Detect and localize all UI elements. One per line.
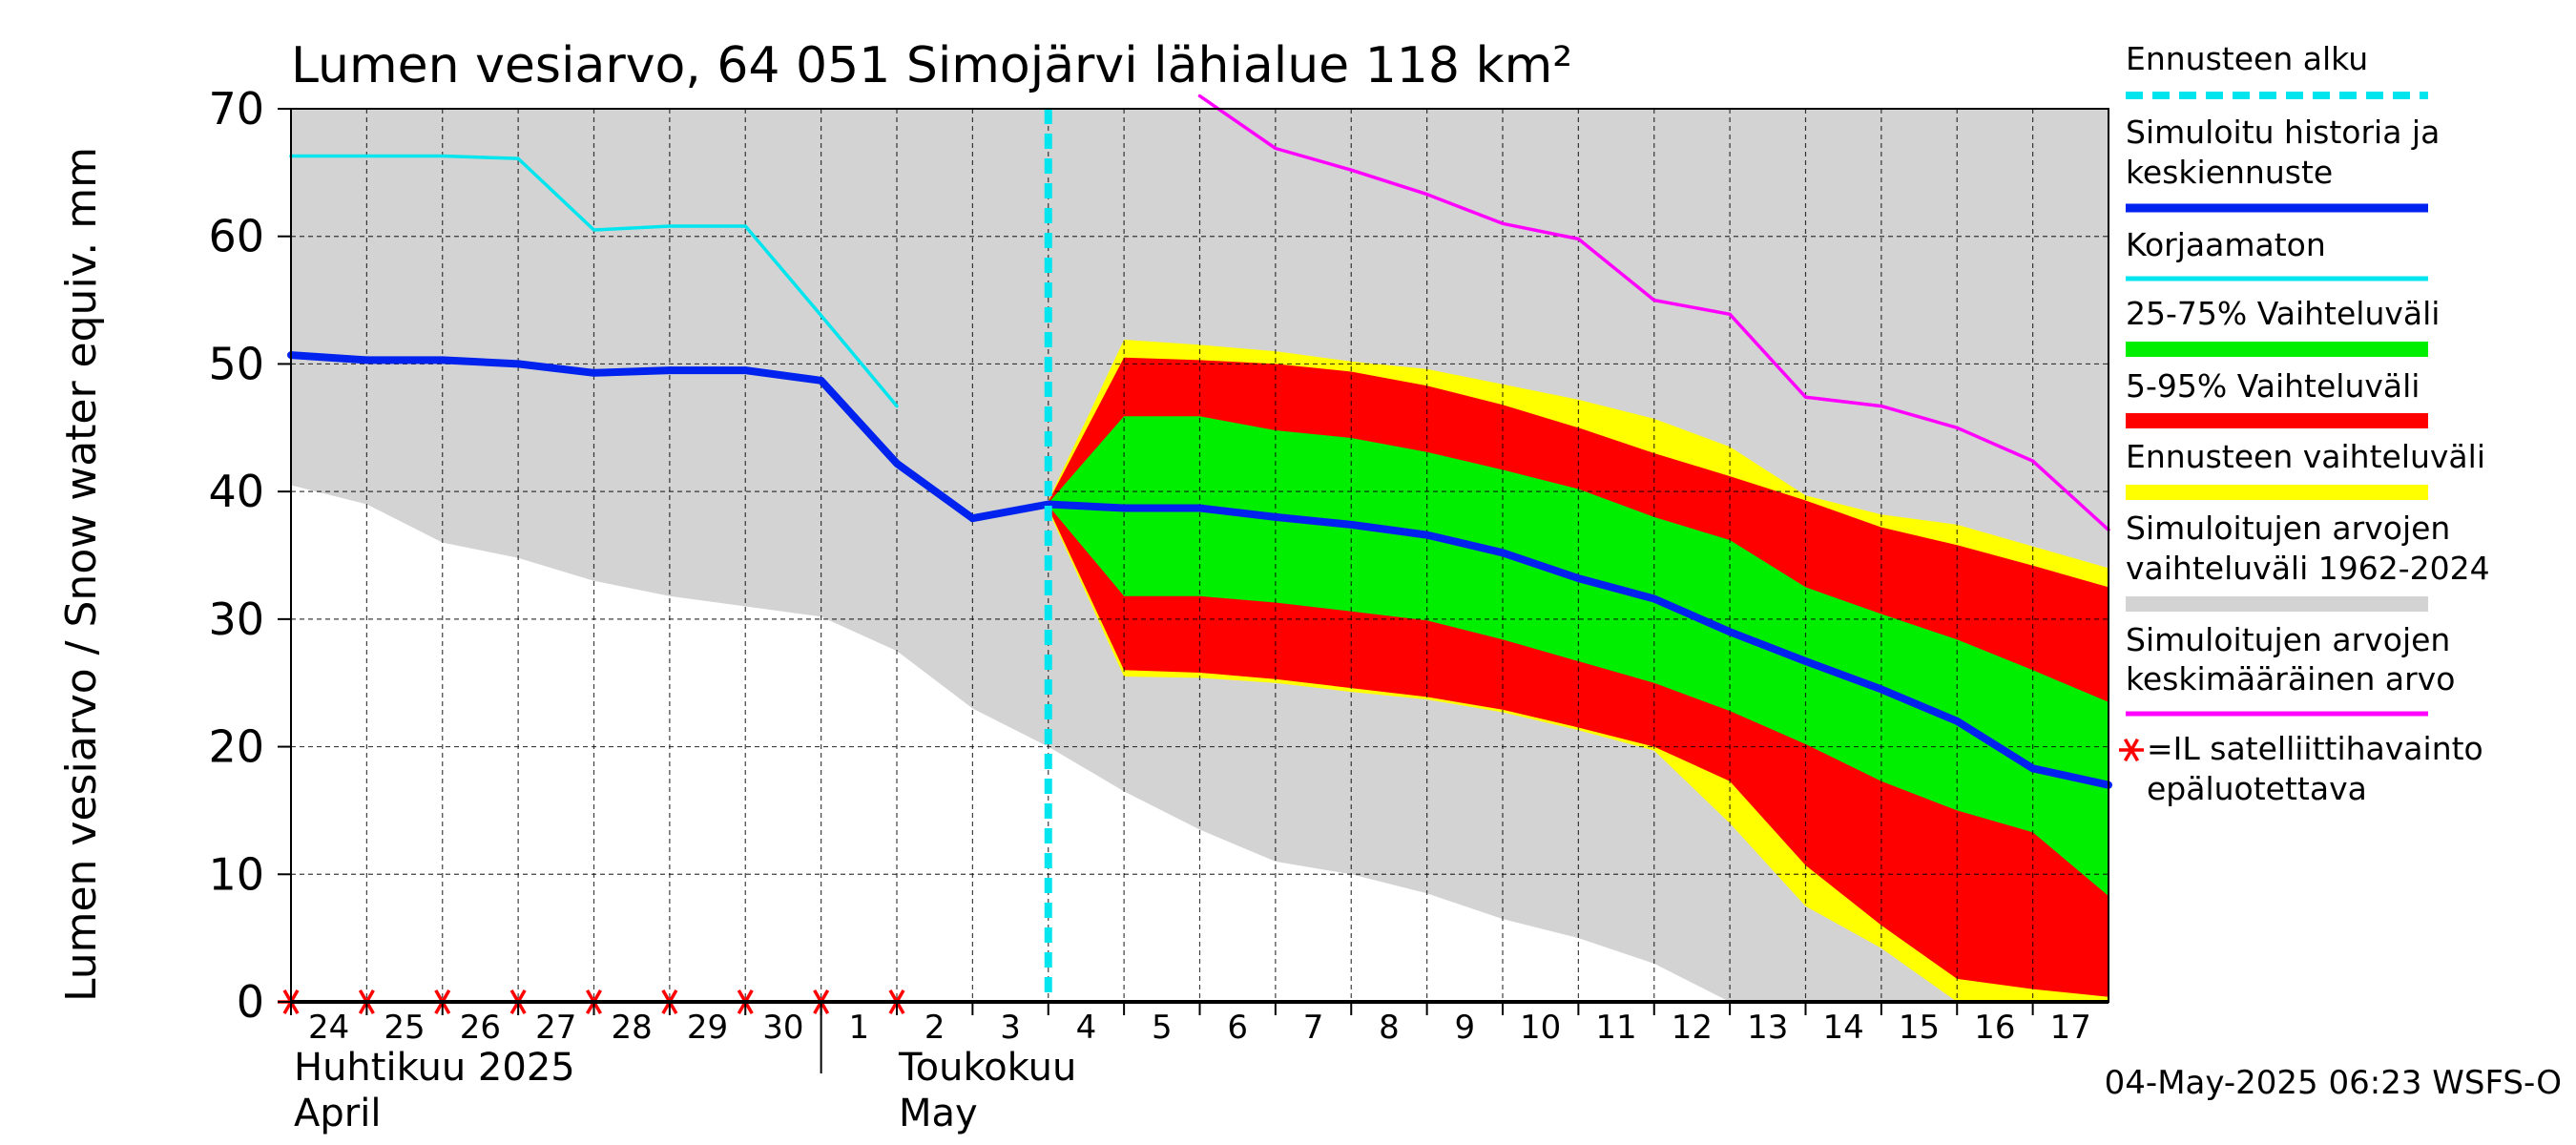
legend-label: Ennusteen alku	[2126, 40, 2368, 77]
x-tick-label: 8	[1379, 1009, 1400, 1047]
x-tick-label: 26	[460, 1009, 501, 1047]
legend-label: Simuloitu historia ja	[2126, 114, 2440, 151]
legend-item-forecast-start: Ennusteen alku	[2126, 40, 2428, 99]
x-tick-label: 2	[924, 1009, 945, 1047]
x-tick-label: 28	[612, 1009, 653, 1047]
x-tick-label: 12	[1672, 1009, 1713, 1047]
x-tick-label: 24	[308, 1009, 349, 1047]
x-tick-label: 14	[1823, 1009, 1864, 1047]
x-tick-label: 13	[1747, 1009, 1788, 1047]
month-label-en: May	[899, 1092, 978, 1135]
x-tick-label: 30	[762, 1009, 803, 1047]
line-simuloitujen-arvojen-keskim-r-inen-arvo	[1197, 94, 2110, 532]
legend-item-p25-75: 25-75% Vaihteluväli	[2126, 295, 2440, 357]
legend-label: Simuloitujen arvojen	[2126, 510, 2450, 547]
plot-area	[278, 94, 2112, 1014]
legend-label: Korjaamaton	[2126, 226, 2326, 263]
legend-label: 25-75% Vaihteluväli	[2126, 295, 2440, 332]
month-label-fi: Huhtikuu 2025	[294, 1046, 575, 1090]
legend-item-fc-range: Ennusteen vaihteluväli	[2126, 438, 2485, 500]
y-axis-label: Lumen vesiarvo / Snow water equiv. mm	[57, 147, 106, 1002]
legend-label: Ennusteen vaihteluväli	[2126, 438, 2485, 475]
footer-timestamp: 04-May-2025 06:23 WSFS-O	[2105, 1064, 2562, 1102]
legend-label: epäluotettava	[2147, 770, 2367, 807]
legend-swatch-star	[2123, 738, 2140, 762]
y-tick-label: 40	[208, 466, 264, 517]
x-tick-label: 1	[848, 1009, 869, 1047]
x-tick-label: 4	[1076, 1009, 1097, 1047]
legend-label: vaihteluväli 1962-2024	[2126, 550, 2490, 587]
y-tick-label: 10	[208, 848, 264, 900]
y-tick-label: 70	[208, 83, 264, 135]
legend-label: keskiennuste	[2126, 154, 2333, 191]
x-tick-label: 7	[1303, 1009, 1324, 1047]
x-tick-label: 15	[1899, 1009, 1940, 1047]
legend-item-p5-95: 5-95% Vaihteluväli	[2126, 367, 2428, 428]
x-tick-label: 6	[1227, 1009, 1248, 1047]
y-tick-label: 60	[208, 211, 264, 262]
x-tick-label: 25	[384, 1009, 425, 1047]
x-tick-label: 17	[2050, 1009, 2091, 1047]
legend-label: =IL satelliittihavainto	[2147, 730, 2483, 767]
y-tick-label: 50	[208, 338, 264, 389]
x-tick-label: 5	[1152, 1009, 1173, 1047]
legend-label: keskimääräinen arvo	[2126, 660, 2455, 697]
month-label-en: April	[294, 1092, 381, 1135]
month-label-fi: Toukokuu	[898, 1046, 1076, 1090]
y-tick-label: 20	[208, 721, 264, 773]
x-tick-label: 29	[687, 1009, 728, 1047]
legend-label: Simuloitujen arvojen	[2126, 621, 2450, 658]
x-tick-label: 11	[1595, 1009, 1636, 1047]
x-tick-label: 9	[1454, 1009, 1475, 1047]
y-tick-label: 0	[237, 976, 264, 1028]
x-tick-label: 10	[1520, 1009, 1561, 1047]
chart-title: Lumen vesiarvo, 64 051 Simojärvi lähialu…	[291, 37, 1572, 94]
x-tick-label: 3	[1000, 1009, 1021, 1047]
line-simuloitu-historia-ja-keskiennuste	[287, 351, 2112, 789]
legend-label: 5-95% Vaihteluväli	[2126, 367, 2420, 405]
x-tick-label: 27	[535, 1009, 576, 1047]
x-tick-label: 16	[1974, 1009, 2015, 1047]
band-25-75-vaihteluv-li	[1048, 416, 2109, 896]
line-korjaamaton	[289, 154, 899, 408]
y-tick-label: 30	[208, 593, 264, 645]
legend-item-uncorrected: Korjaamaton	[2126, 226, 2428, 281]
